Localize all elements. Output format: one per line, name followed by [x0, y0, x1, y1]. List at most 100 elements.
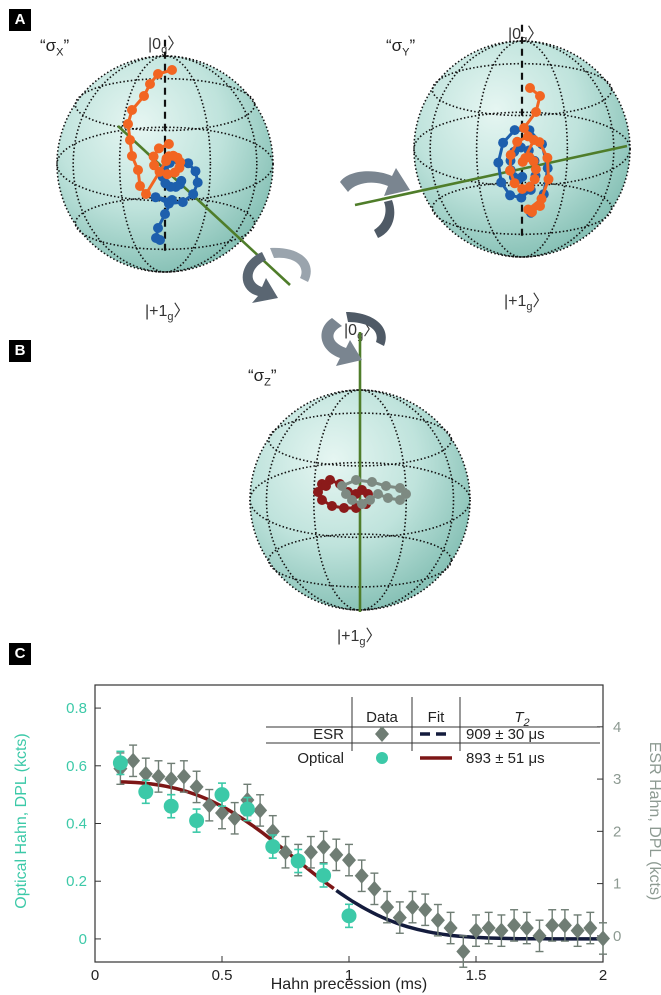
trajectory-point [341, 489, 351, 499]
trajectory-point [188, 189, 199, 200]
trajectory-point [535, 201, 545, 211]
y-left-tick-label: 0 [79, 931, 87, 948]
meridian-ring [312, 389, 407, 611]
trajectory-point [167, 65, 177, 75]
trajectory-point [357, 499, 367, 509]
trajectory-point [519, 123, 529, 133]
esr-point [596, 930, 610, 947]
trajectory-point [365, 495, 375, 505]
x-tick-label: 1 [345, 967, 353, 984]
trajectory-point [543, 174, 554, 185]
trajectory-point [167, 195, 177, 205]
trajectory-point [177, 197, 188, 208]
outline-ring [56, 55, 274, 273]
esr-point [494, 922, 509, 939]
esr-point [507, 917, 522, 934]
trajectory-point [127, 105, 137, 115]
esr-point [176, 768, 191, 785]
esr-point [138, 765, 153, 782]
legend-row-optical-label: Optical [297, 750, 344, 767]
ket-0-left: |0g〉 [148, 36, 184, 57]
esr-point [481, 920, 496, 937]
esr-point [342, 852, 356, 869]
trajectory-point [192, 177, 203, 188]
y-right-tick-label: 4 [613, 719, 621, 736]
esr-point [367, 880, 382, 897]
trajectory-point [542, 152, 553, 163]
rotation-arrow-icon [242, 247, 311, 303]
trajectory-point [373, 489, 383, 499]
trajectory-point [125, 135, 135, 145]
esr-point [189, 778, 204, 795]
legend-header-t2: T2 [514, 709, 529, 729]
trajectory-point [517, 184, 528, 194]
ket-plus1-left: |+1g〉 [145, 303, 190, 324]
bloch-spheres [56, 24, 631, 612]
trajectory-point [528, 156, 539, 167]
optical-point [138, 784, 154, 800]
trajectory-point [505, 165, 515, 176]
esr-point [303, 844, 318, 861]
trajectory-point [496, 177, 507, 188]
y-left-tick-label: 0.4 [66, 816, 87, 833]
trajectory-point [535, 91, 545, 101]
rotation-arrow-icon [340, 168, 410, 238]
sigma-y-label: “σY” [386, 36, 416, 59]
trajectory-point [523, 131, 533, 142]
trajectory-point [529, 174, 540, 185]
esr-point [557, 917, 572, 934]
esr-point [443, 920, 458, 937]
legend-row-esr-t2: 909 ± 30 μs [466, 726, 545, 743]
x-tick-label: 0.5 [212, 967, 233, 984]
ket-0-right: |0g〉 [508, 26, 544, 47]
trajectory-point [160, 209, 170, 219]
trajectory-point [149, 160, 160, 171]
esr-point [202, 797, 217, 814]
esr-point [151, 768, 166, 785]
x-tick-label: 2 [599, 967, 607, 984]
trajectory-point [493, 157, 504, 168]
y-axis-label-right: ESR Hahn, DPL (kcts) [646, 742, 661, 901]
esr-point [405, 899, 420, 916]
trajectory-point [505, 150, 516, 160]
optical-point [341, 908, 357, 924]
trajectory-point [527, 207, 537, 217]
esr-point [164, 771, 179, 788]
ket-plus1-right: |+1g〉 [504, 293, 549, 314]
legend: Data Fit T2 ESR 909 ± 30 μs Optical 893 … [266, 697, 600, 767]
trajectory-point [367, 477, 377, 487]
sigma-x-label: “σX” [40, 36, 70, 59]
legend-esr-marker [375, 726, 389, 742]
legend-optical-marker [376, 752, 388, 764]
trajectory-point [153, 223, 163, 233]
y-right-tick-label: 1 [613, 876, 621, 893]
trajectory-point [190, 166, 201, 177]
panel-a-tag: A [9, 9, 31, 31]
legend-row-esr-label: ESR [313, 726, 344, 743]
y-right-tick-label: 3 [613, 771, 621, 788]
trajectory-point [351, 475, 361, 485]
y-left-tick-label: 0.8 [66, 700, 87, 717]
trajectory-point [127, 151, 137, 161]
optical-point [239, 801, 255, 817]
trajectory-point [327, 501, 337, 511]
trajectory-point [145, 79, 155, 89]
bloch-sphere-sigma-z [249, 332, 471, 612]
y-axis-label-left: Optical Hahn, DPL (kcts) [13, 733, 30, 908]
legend-header-fit: Fit [428, 709, 445, 726]
trajectory-point [509, 178, 520, 189]
esr-point [329, 846, 344, 863]
esr-point [430, 912, 445, 929]
rotation-axis [354, 144, 628, 207]
outline-ring [249, 389, 471, 611]
esr-point [227, 810, 242, 827]
trajectory-point [135, 181, 145, 191]
esr-point [532, 927, 547, 944]
esr-point [278, 844, 293, 861]
esr-point [126, 752, 141, 769]
trajectory-point [534, 137, 545, 148]
trajectory-point [141, 189, 151, 199]
esr-point [418, 901, 433, 918]
hahn-chart: 0 0.5 1 1.5 2 0 0.2 0.4 0.6 0.8 0 1 2 3 4 Hahn precess… [13, 684, 661, 993]
panel-c-tag: C [9, 643, 31, 665]
